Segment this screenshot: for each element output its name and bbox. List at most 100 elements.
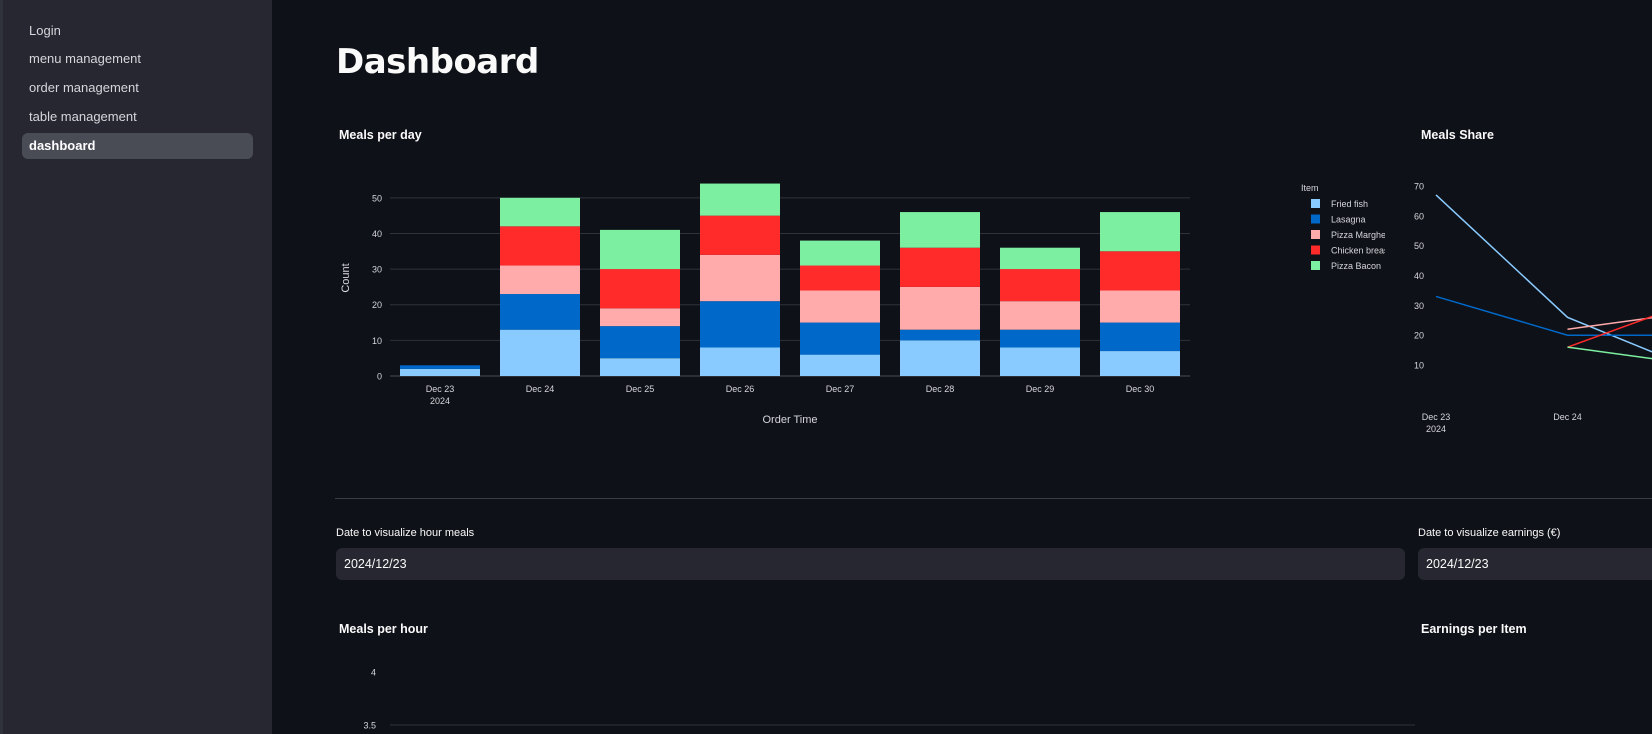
bar-pizza-bacon-6 bbox=[1000, 247, 1080, 270]
bar-fried-fish-3 bbox=[700, 347, 780, 376]
bar-pizza-margherita-6 bbox=[1000, 301, 1080, 330]
bar-pizza-margherita-4 bbox=[800, 290, 880, 323]
legend-label-lasagna: Lasagna bbox=[1331, 215, 1366, 225]
x-axis-label: Order Time bbox=[762, 414, 817, 426]
bar-pizza-bacon-3 bbox=[700, 183, 780, 216]
y-tick-label-10: 10 bbox=[372, 336, 382, 346]
y-tick-label-0: 0 bbox=[377, 372, 382, 382]
legend-label-pizza-margherita: Pizza Margherita bbox=[1331, 230, 1385, 240]
share-y-tick-label-50: 50 bbox=[1414, 241, 1424, 251]
sidebar-item-menu-management[interactable]: menu management bbox=[29, 51, 142, 66]
legend-label-pizza-bacon: Pizza Bacon bbox=[1331, 261, 1381, 271]
share-line-fried-fish bbox=[1435, 194, 1652, 353]
y-axis-label: Count bbox=[340, 263, 352, 292]
sidebar-item-dashboard[interactable]: dashboard bbox=[22, 133, 253, 159]
bar-lasagna-4 bbox=[800, 322, 880, 355]
bar-fried-fish-0 bbox=[400, 368, 480, 376]
bar-chicken-breast-1 bbox=[500, 226, 580, 266]
bar-lasagna-6 bbox=[1000, 329, 1080, 348]
bar-fried-fish-6 bbox=[1000, 347, 1080, 376]
meals-per-day-title: Meals per day bbox=[339, 128, 422, 142]
x-tick-label-6: Dec 29 bbox=[1026, 384, 1055, 394]
hour-y-tick-label-3-5: 3.5 bbox=[363, 721, 376, 731]
bar-pizza-margherita-5 bbox=[900, 286, 980, 330]
bar-chicken-breast-2 bbox=[600, 269, 680, 309]
x-tick-label-0: Dec 23 2024 bbox=[426, 384, 455, 406]
bar-chicken-breast-6 bbox=[1000, 269, 1080, 302]
sidebar-item-login[interactable]: Login bbox=[29, 23, 61, 38]
bar-pizza-margherita-2 bbox=[600, 308, 680, 327]
bar-chicken-breast-5 bbox=[900, 247, 980, 287]
hour-meals-date-input[interactable]: 2024/12/23 bbox=[336, 548, 1405, 580]
y-tick-label-40: 40 bbox=[372, 229, 382, 239]
legend-swatch-pizza-margherita bbox=[1311, 230, 1320, 239]
bar-pizza-margherita-3 bbox=[700, 254, 780, 302]
share-line-pizza-bacon bbox=[1567, 346, 1652, 360]
bar-chicken-breast-3 bbox=[700, 215, 780, 255]
x-tick-label-5: Dec 28 bbox=[926, 384, 955, 394]
bar-pizza-bacon-7 bbox=[1100, 212, 1180, 252]
share-y-tick-label-20: 20 bbox=[1414, 331, 1424, 341]
meals-per-hour-title: Meals per hour bbox=[339, 622, 428, 636]
share-y-tick-label-30: 30 bbox=[1414, 301, 1424, 311]
section-divider bbox=[335, 498, 1652, 499]
legend-swatch-fried-fish bbox=[1311, 199, 1320, 208]
bar-fried-fish-1 bbox=[500, 329, 580, 376]
share-line-pizza-margherita bbox=[1567, 316, 1652, 330]
bar-lasagna-5 bbox=[900, 329, 980, 341]
x-tick-label-3: Dec 26 bbox=[726, 384, 755, 394]
y-tick-label-20: 20 bbox=[372, 300, 382, 310]
meals-per-hour-chart: 43.5 bbox=[363, 668, 1415, 731]
hour-meals-date-label: Date to visualize hour meals bbox=[336, 527, 475, 539]
legend-swatch-lasagna bbox=[1311, 214, 1320, 224]
sidebar: Login menu management order management t… bbox=[0, 0, 272, 734]
bar-fried-fish-2 bbox=[600, 358, 680, 376]
bar-chicken-breast-4 bbox=[800, 265, 880, 291]
x-tick-label-1: Dec 24 bbox=[526, 384, 555, 394]
legend-title: Item bbox=[1301, 183, 1319, 193]
bar-chicken-breast-7 bbox=[1100, 251, 1180, 291]
legend-swatch-pizza-bacon bbox=[1311, 261, 1320, 270]
sidebar-item-order-management[interactable]: order management bbox=[29, 80, 139, 95]
share-x-tick-label-0: Dec 23 2024 bbox=[1422, 412, 1451, 434]
share-line-lasagna bbox=[1435, 295, 1652, 336]
share-y-tick-label-10: 10 bbox=[1414, 361, 1424, 371]
earnings-date-input[interactable]: 2024/12/23 bbox=[1418, 548, 1652, 580]
bar-lasagna-7 bbox=[1100, 322, 1180, 352]
bar-fried-fish-7 bbox=[1100, 351, 1180, 376]
bar-fried-fish-5 bbox=[900, 340, 980, 376]
x-tick-label-4: Dec 27 bbox=[826, 384, 855, 394]
page-title: Dashboard bbox=[336, 42, 539, 82]
y-tick-label-50: 50 bbox=[372, 193, 382, 203]
meals-share-title: Meals Share bbox=[1421, 128, 1494, 142]
share-y-tick-label-40: 40 bbox=[1414, 271, 1424, 281]
bar-pizza-margherita-1 bbox=[500, 265, 580, 295]
legend-label-chicken-breast: Chicken breast bbox=[1331, 246, 1385, 256]
sidebar-item-table-management[interactable]: table management bbox=[29, 109, 137, 124]
share-x-tick-label-1: Dec 24 bbox=[1553, 412, 1582, 422]
bar-pizza-bacon-4 bbox=[800, 240, 880, 266]
hour-y-tick-label-4: 4 bbox=[371, 668, 376, 678]
bar-lasagna-3 bbox=[700, 301, 780, 348]
y-tick-label-30: 30 bbox=[372, 265, 382, 275]
legend-label-fried-fish: Fried fish bbox=[1331, 199, 1368, 209]
bar-fried-fish-4 bbox=[800, 354, 880, 376]
bar-lasagna-1 bbox=[500, 294, 580, 330]
share-line-chicken-breast bbox=[1567, 315, 1652, 348]
legend-swatch-chicken-breast bbox=[1311, 245, 1320, 255]
share-y-tick-label-60: 60 bbox=[1414, 211, 1424, 221]
bar-pizza-bacon-1 bbox=[500, 197, 580, 227]
earnings-date-label: Date to visualize earnings (€) bbox=[1418, 527, 1561, 539]
share-y-tick-label-70: 70 bbox=[1414, 181, 1424, 191]
earnings-per-item-title: Earnings per Item bbox=[1421, 622, 1527, 636]
x-tick-label-7: Dec 30 bbox=[1126, 384, 1155, 394]
bar-lasagna-0 bbox=[400, 365, 480, 369]
bar-lasagna-2 bbox=[600, 326, 680, 359]
bar-pizza-margherita-7 bbox=[1100, 290, 1180, 323]
main-content: Dashboard Meals per day 0 10 20 30 40 50 Dec 2… bbox=[272, 0, 1652, 734]
x-tick-label-2: Dec 25 bbox=[626, 384, 655, 394]
meals-per-day-chart: 0 10 20 30 40 50 Dec 23 2024 Dec 24 Dec 25 Dec 26 D… bbox=[340, 183, 1385, 426]
bar-pizza-bacon-5 bbox=[900, 212, 980, 248]
bar-pizza-bacon-2 bbox=[600, 229, 680, 270]
